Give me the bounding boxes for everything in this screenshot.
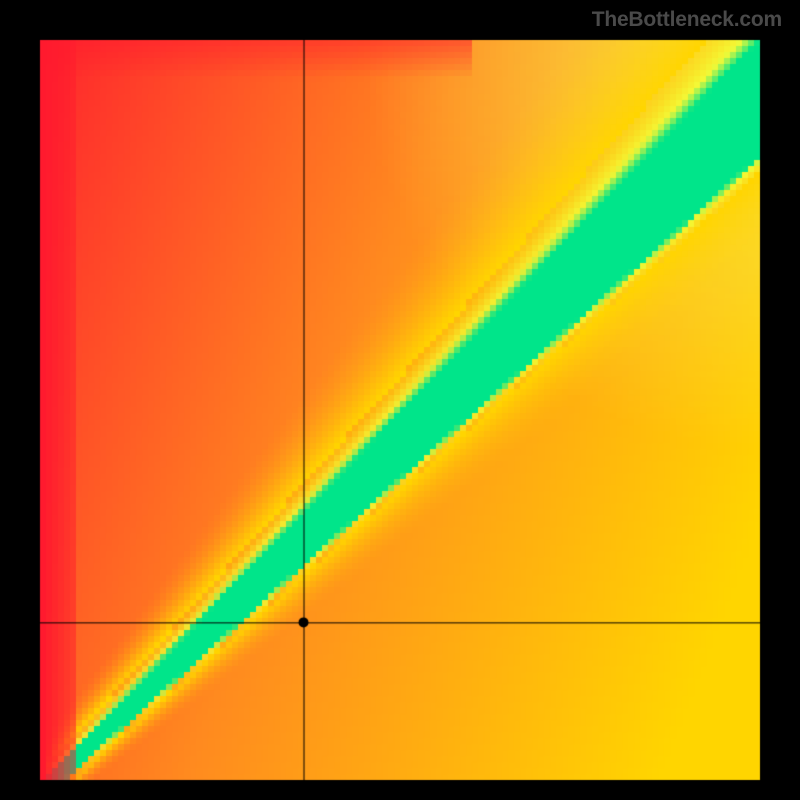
watermark-text: TheBottleneck.com	[592, 8, 782, 32]
bottleneck-heatmap	[0, 0, 800, 800]
chart-container: TheBottleneck.com	[0, 0, 800, 800]
